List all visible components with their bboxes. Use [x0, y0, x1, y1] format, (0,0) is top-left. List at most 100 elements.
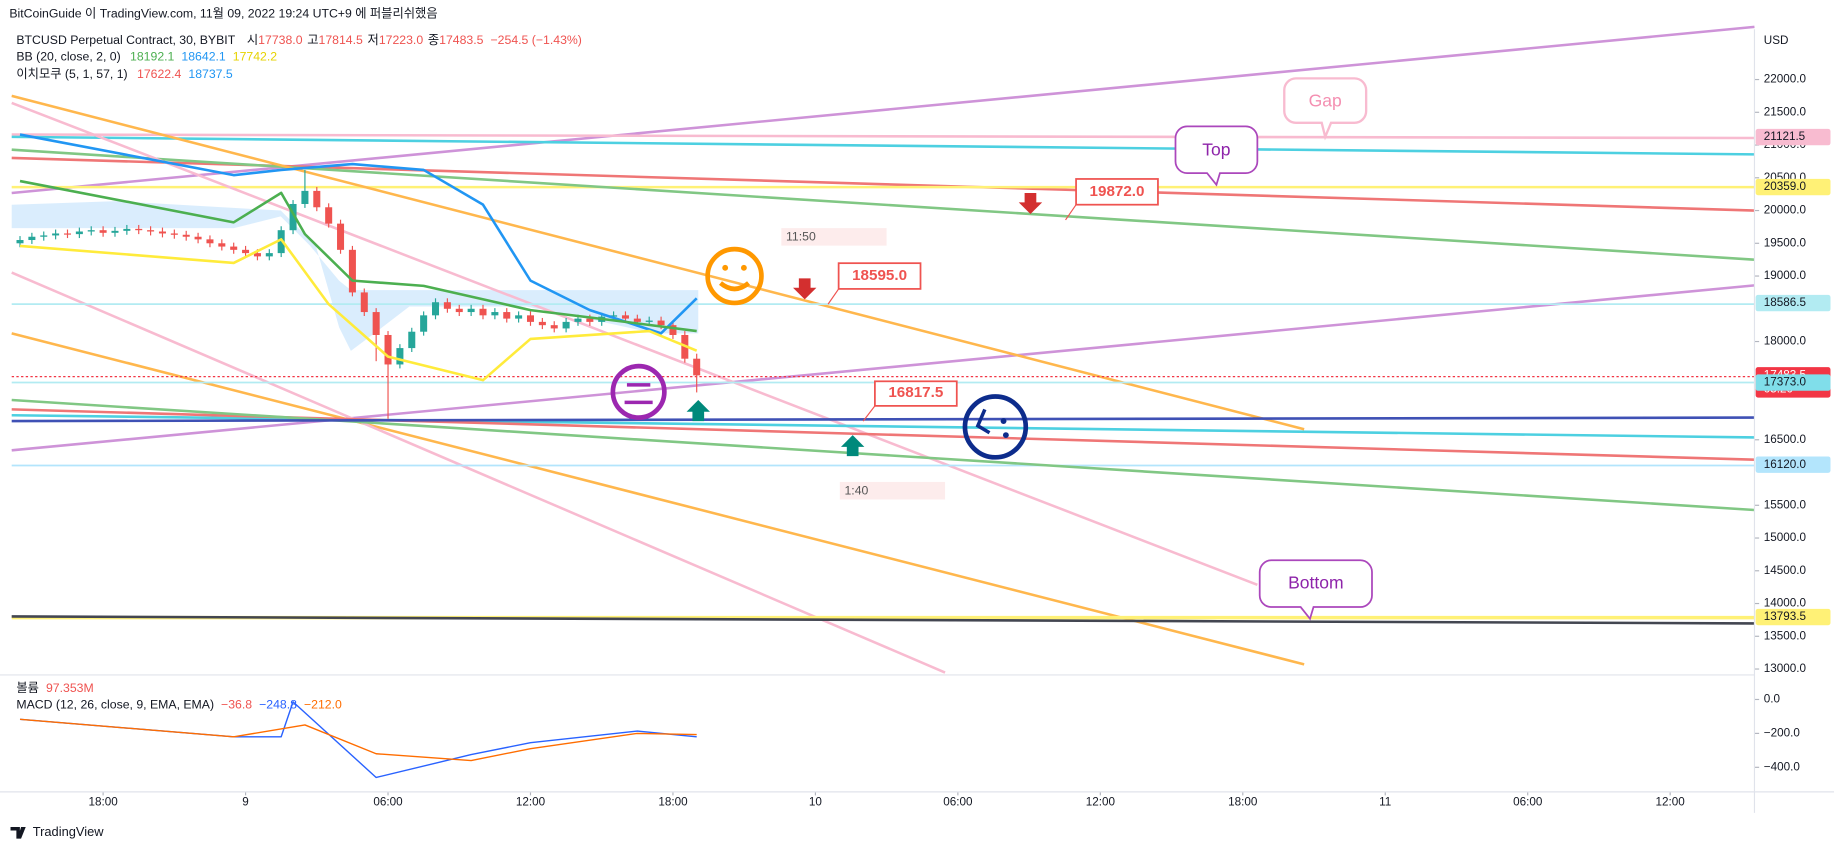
price-label: 18586.5 [1764, 296, 1807, 309]
candle-body [52, 233, 60, 236]
trend-line [11, 94, 1305, 431]
ohlc-value: 17483.5 [439, 33, 484, 47]
x-tick-label: 11 [1379, 795, 1391, 808]
callout [874, 380, 958, 407]
volume-value: 97.353M [46, 681, 94, 695]
bubble [1174, 125, 1259, 187]
bb-name: BB (20, close, 2, 0) [16, 50, 120, 64]
ohlc-label: 저 [368, 33, 379, 47]
y-tick-label: 16500.0 [1764, 433, 1807, 446]
macd-line [19, 701, 697, 779]
annotation: 16817.5 [888, 384, 943, 401]
callout [1075, 178, 1159, 206]
candle-body [135, 228, 143, 231]
trend-line [11, 271, 946, 674]
trend-line [11, 332, 1305, 666]
mouth [975, 408, 991, 435]
eye [1002, 432, 1009, 439]
y-tick-label: 15500.0 [1764, 498, 1807, 511]
legend: BTCUSD Perpetual Contract, 30, BYBIT 시177… [16, 33, 582, 47]
annotation: 11:50 [786, 230, 816, 244]
legend: 볼륨 97.353M [16, 681, 93, 695]
annotation: Top [1202, 140, 1231, 160]
x-tick-label: 12:00 [516, 795, 546, 808]
y-tick-label: 22000.0 [1764, 73, 1807, 86]
macd-value: −248.8 [259, 698, 297, 712]
candle-body [645, 320, 653, 322]
emoji [610, 246, 1029, 460]
candle-body [230, 246, 238, 250]
price-label-box [1755, 374, 1831, 391]
publish-info: BitCoinGuide 이 TradingView.com, 11월 09, … [9, 5, 437, 20]
price-label: 20359.0 [1764, 180, 1807, 193]
candle-body [515, 315, 523, 319]
candle-body [372, 312, 380, 335]
candle-body [313, 190, 321, 208]
ohlc-value: 17223.0 [379, 33, 424, 47]
x-tick-label: 18:00 [1228, 795, 1258, 808]
legend: 이치모쿠 (5, 1, 57, 1) 17622.4 18737.5 [16, 67, 233, 81]
candle-body [325, 207, 333, 224]
arrow-up [840, 435, 865, 457]
candle-body [360, 292, 368, 313]
candle-body [443, 302, 451, 309]
ohlc-label: 종 [428, 33, 439, 47]
ichimoku-value: 17622.4 [137, 67, 182, 81]
candle-body [75, 231, 83, 235]
candle-body [87, 230, 95, 232]
y-tick-label: 19500.0 [1764, 236, 1807, 249]
candle-body [348, 249, 356, 293]
footer: TradingView [10, 824, 104, 839]
x-tick-label: 06:00 [943, 795, 973, 808]
x-tick-label: 9 [242, 795, 249, 808]
candle-body [408, 331, 416, 349]
candle-body [301, 190, 309, 204]
ohlc-value: 17738.0 [258, 33, 303, 47]
macd-name: MACD (12, 26, close, 9, EMA, EMA) [16, 698, 214, 712]
currency: USD [1764, 34, 1789, 47]
legend: BB (20, close, 2, 0) 18192.1 18642.1 17742.… [16, 50, 277, 64]
candle-body [693, 358, 701, 376]
ichimoku-cloud [11, 201, 699, 351]
price-label: 13793.5 [1764, 610, 1807, 623]
candle-body [28, 236, 36, 241]
y-tick-label: 18000.0 [1764, 335, 1807, 348]
candle-body [467, 308, 475, 313]
time-box [839, 481, 946, 500]
candle-body [491, 312, 499, 316]
candle-body [420, 315, 428, 332]
trend-line [11, 416, 1755, 423]
y-tick-label: 15000.0 [1764, 531, 1807, 544]
candle-body [657, 320, 665, 326]
volume-name: 볼륨 [16, 681, 39, 695]
trend-line [11, 101, 1258, 587]
plot: 22000.021500.021000.020500.020000.019500… [16, 73, 1807, 808]
bb-value: 17742.2 [233, 50, 278, 64]
candle-body [277, 230, 285, 254]
candle-body [432, 302, 440, 316]
price-label-box [1755, 608, 1831, 626]
y-tick-label: 21500.0 [1764, 105, 1807, 118]
candle-body [526, 315, 534, 322]
y-tick-label: −400.0 [1764, 760, 1801, 773]
x-tick-label: 06:00 [1513, 795, 1543, 808]
price-label: 16120.0 [1764, 458, 1807, 471]
candle-body [633, 318, 641, 322]
ichimoku-value: 18737.5 [188, 67, 233, 81]
candle-body [194, 236, 202, 240]
candle-body [265, 253, 273, 257]
eye [1000, 418, 1007, 425]
candle-body [158, 231, 166, 234]
candle-body [503, 312, 511, 319]
candle-body [574, 318, 582, 322]
symbol: BTCUSD Perpetual Contract, 30, BYBIT [16, 33, 235, 47]
candle-body [170, 233, 178, 235]
annotation: 1:40 [844, 484, 868, 498]
bb-value: 18642.1 [181, 50, 226, 64]
y-tick-label: 20000.0 [1764, 204, 1807, 217]
brand: TradingView [33, 824, 104, 839]
change: −254.5 (−1.43%) [491, 33, 582, 47]
drawings [11, 25, 1755, 674]
callout-pointer [827, 288, 840, 305]
callout-pointer [1065, 204, 1077, 221]
